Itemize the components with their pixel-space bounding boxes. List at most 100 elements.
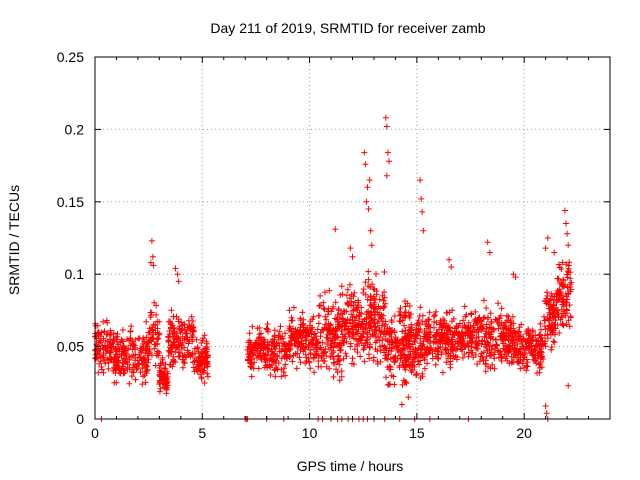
data-point (336, 377, 343, 384)
data-point (528, 349, 535, 356)
data-point (293, 365, 300, 372)
data-point (150, 336, 157, 342)
data-point (172, 265, 179, 272)
chart-title: Day 211 of 2019, SRMTID for receiver zam… (210, 20, 485, 36)
data-point (518, 321, 525, 328)
data-point (447, 353, 453, 360)
data-point (372, 346, 379, 353)
data-point (280, 340, 287, 347)
data-point (170, 325, 177, 332)
data-point (203, 346, 210, 353)
data-point (341, 308, 348, 315)
data-point (113, 379, 120, 386)
data-point (544, 314, 551, 321)
data-point (365, 276, 372, 283)
data-point (324, 341, 330, 347)
data-point (296, 341, 303, 348)
data-point (373, 291, 380, 298)
data-point (326, 287, 333, 294)
data-point (251, 359, 258, 366)
data-point (547, 327, 554, 334)
data-point (416, 361, 422, 368)
data-point (343, 292, 350, 299)
data-point (383, 345, 390, 352)
data-point (332, 315, 339, 322)
data-point (264, 339, 271, 346)
data-point (425, 337, 431, 344)
data-point (363, 198, 370, 205)
data-point (497, 312, 504, 319)
data-point (563, 261, 570, 268)
data-point (288, 317, 295, 324)
data-point (376, 327, 383, 333)
data-point (306, 358, 313, 365)
data-point (438, 351, 445, 358)
data-point (505, 326, 512, 333)
data-point (200, 335, 207, 342)
data-point (367, 343, 373, 350)
data-point (327, 354, 334, 360)
data-point (449, 348, 456, 354)
data-point (481, 314, 488, 321)
data-point (201, 359, 208, 366)
y-tick-label: 0.2 (65, 121, 85, 137)
data-point (152, 362, 159, 369)
data-point (205, 353, 211, 359)
data-point (407, 331, 414, 338)
data-point (166, 328, 173, 335)
data-point (536, 331, 543, 338)
data-point (254, 337, 261, 344)
data-point (300, 340, 307, 347)
data-point (409, 359, 416, 366)
data-point (469, 335, 475, 342)
data-point (433, 319, 440, 326)
data-point (474, 321, 481, 328)
data-point (250, 351, 257, 358)
data-point (532, 343, 539, 350)
data-point (297, 359, 304, 366)
data-point (335, 352, 342, 359)
data-point (253, 341, 260, 348)
data-point (299, 309, 306, 316)
data-point (296, 354, 303, 361)
data-point (421, 365, 428, 372)
data-point (360, 346, 367, 353)
data-point (550, 338, 557, 345)
data-point (366, 302, 373, 309)
data-point (134, 365, 141, 371)
data-point (353, 305, 360, 312)
data-point (248, 373, 255, 380)
data-point (176, 353, 183, 360)
data-point (546, 309, 553, 316)
data-point (306, 322, 313, 329)
data-point (426, 347, 433, 354)
data-point (348, 291, 355, 298)
data-point (354, 321, 361, 328)
data-point (357, 353, 364, 360)
data-point (291, 335, 298, 342)
data-point (566, 323, 573, 330)
data-point (383, 172, 390, 179)
data-point (468, 311, 475, 318)
data-point (387, 355, 394, 362)
data-point (300, 327, 307, 334)
data-point (364, 296, 371, 303)
data-point (303, 354, 310, 361)
data-point (498, 305, 505, 312)
data-point (256, 350, 263, 357)
data-point (282, 361, 289, 368)
data-point (544, 292, 551, 299)
data-point (386, 339, 393, 346)
data-point (132, 357, 139, 364)
data-point (167, 321, 174, 328)
data-point (544, 335, 551, 342)
data-point (468, 329, 475, 336)
data-point (554, 290, 560, 297)
data-point (151, 345, 158, 352)
x-tick-label: 0 (91, 425, 99, 441)
data-point (151, 299, 158, 306)
data-point (142, 379, 149, 386)
data-point (563, 220, 569, 227)
data-point (200, 369, 207, 376)
